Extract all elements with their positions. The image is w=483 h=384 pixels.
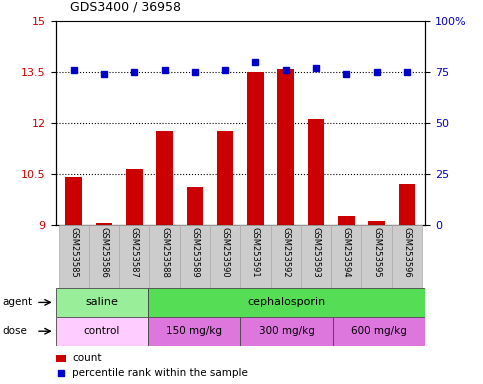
Text: GSM253595: GSM253595: [372, 227, 381, 277]
Text: GSM253591: GSM253591: [251, 227, 260, 277]
Bar: [56, 317, 148, 346]
Bar: [180, 225, 210, 288]
Text: GSM253592: GSM253592: [281, 227, 290, 277]
Bar: [241, 317, 333, 346]
Text: GSM253588: GSM253588: [160, 227, 169, 277]
Text: count: count: [72, 353, 102, 363]
Bar: [149, 225, 180, 288]
Text: cephalosporin: cephalosporin: [247, 297, 326, 308]
Bar: [398, 184, 415, 225]
Bar: [392, 225, 422, 288]
Bar: [96, 223, 113, 225]
Text: GSM253594: GSM253594: [342, 227, 351, 277]
Text: GSM253589: GSM253589: [190, 227, 199, 277]
Text: GSM253586: GSM253586: [99, 227, 109, 277]
Text: 300 mg/kg: 300 mg/kg: [258, 326, 314, 336]
Text: 600 mg/kg: 600 mg/kg: [351, 326, 407, 336]
Text: GSM253585: GSM253585: [69, 227, 78, 277]
Bar: [58, 225, 89, 288]
Bar: [301, 225, 331, 288]
Text: percentile rank within the sample: percentile rank within the sample: [72, 368, 248, 378]
Bar: [148, 317, 241, 346]
Text: GSM253590: GSM253590: [221, 227, 229, 277]
Text: agent: agent: [2, 297, 32, 308]
Bar: [186, 187, 203, 225]
Bar: [338, 216, 355, 225]
Text: GDS3400 / 36958: GDS3400 / 36958: [70, 0, 181, 13]
Bar: [333, 317, 425, 346]
Bar: [331, 225, 361, 288]
Text: GSM253587: GSM253587: [130, 227, 139, 277]
Bar: [361, 225, 392, 288]
Bar: [148, 288, 425, 317]
Bar: [156, 131, 173, 225]
Text: 150 mg/kg: 150 mg/kg: [166, 326, 222, 336]
Text: control: control: [84, 326, 120, 336]
Bar: [241, 225, 270, 288]
Bar: [247, 72, 264, 225]
Bar: [368, 221, 385, 225]
Bar: [119, 225, 149, 288]
Text: GSM253596: GSM253596: [402, 227, 412, 277]
Bar: [56, 288, 148, 317]
Bar: [126, 169, 142, 225]
Bar: [270, 225, 301, 288]
Text: saline: saline: [85, 297, 118, 308]
Bar: [65, 177, 82, 225]
Text: dose: dose: [2, 326, 28, 336]
Text: GSM253593: GSM253593: [312, 227, 321, 277]
Bar: [56, 355, 66, 362]
Bar: [89, 225, 119, 288]
Bar: [210, 225, 241, 288]
Bar: [277, 69, 294, 225]
Bar: [217, 131, 233, 225]
Bar: [308, 119, 325, 225]
